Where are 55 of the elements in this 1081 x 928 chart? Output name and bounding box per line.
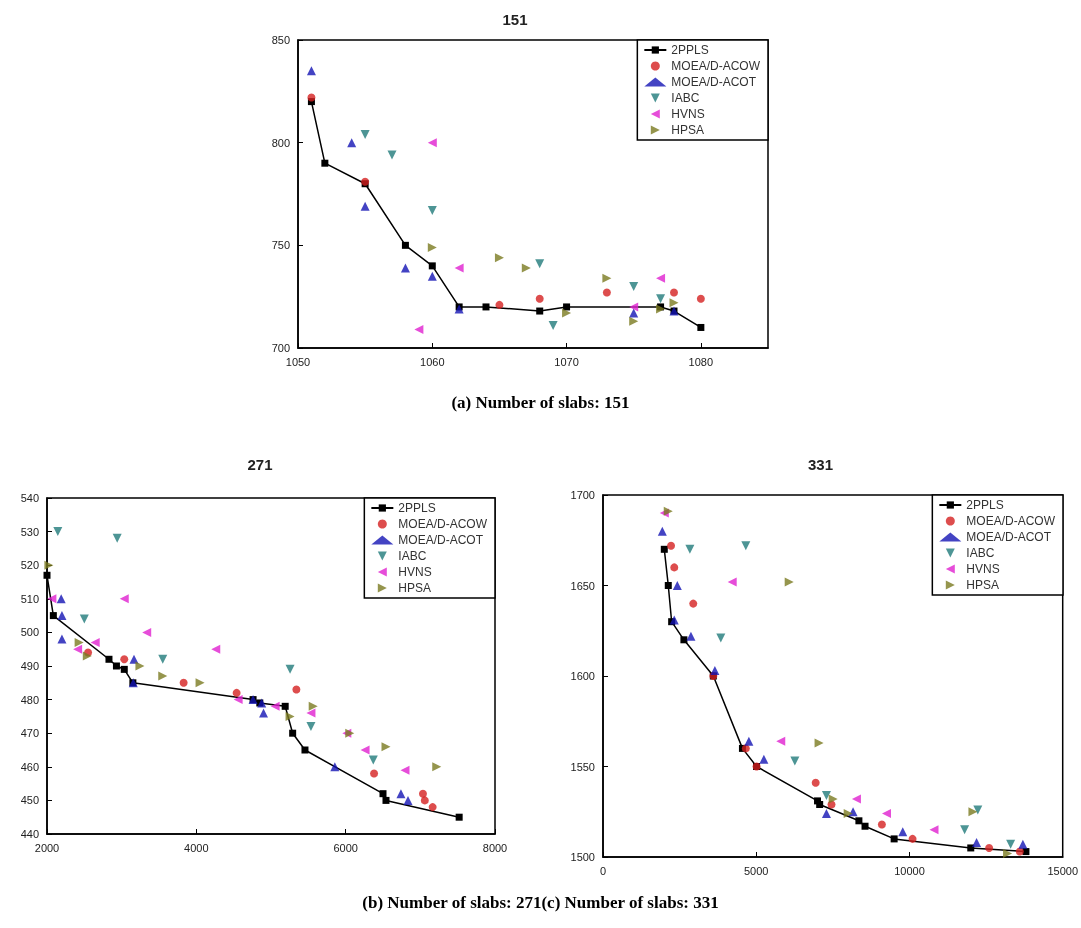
- legend-label: HVNS: [671, 107, 705, 121]
- x-tick-label: 0: [599, 864, 607, 877]
- y-tick-label: 850: [271, 34, 290, 46]
- y-tick-label: 470: [20, 727, 39, 740]
- legend-label: HVNS: [398, 565, 432, 579]
- legend-label: MOEA/D-ACOT: [966, 530, 1052, 544]
- legend-label: MOEA/D-ACOT: [398, 533, 484, 547]
- legend-label: MOEA/D-ACOW: [966, 514, 1056, 528]
- x-tick-label: 1050: [285, 355, 311, 368]
- legend-label: MOEA/D-ACOW: [671, 59, 761, 73]
- legend-label: HPSA: [671, 123, 705, 137]
- legend-label: 2PPLS: [671, 43, 709, 57]
- x-tick-label: 5000: [743, 864, 769, 877]
- legend-label: HPSA: [398, 581, 432, 595]
- text: (b) Number of slabs: 271(c) Number of slabs: 331: [361, 893, 720, 913]
- y-tick-label: 450: [20, 794, 39, 807]
- chart-title: 331: [807, 456, 834, 473]
- y-tick-label: 500: [20, 626, 39, 639]
- x-tick-label: 8000: [482, 841, 508, 854]
- legend-label: HVNS: [966, 562, 1000, 576]
- x-tick-label: 1060: [420, 355, 445, 368]
- x-tick-label: 6000: [333, 841, 358, 854]
- legend-label: IABC: [398, 549, 427, 563]
- x-tick-label: 1080: [688, 355, 714, 368]
- y-tick-label: 490: [20, 660, 39, 672]
- y-tick-label: 520: [20, 559, 39, 572]
- legend-label: 2PPLS: [966, 498, 1004, 512]
- legend-label: MOEA/D-ACOT: [671, 75, 757, 89]
- chart-title: 271: [247, 456, 273, 473]
- y-tick-label: 540: [20, 492, 39, 504]
- legend-label: 2PPLS: [398, 501, 436, 515]
- y-tick-label: 510: [20, 592, 39, 605]
- x-tick-label: 10000: [894, 864, 925, 877]
- y-tick-label: 1700: [570, 489, 595, 501]
- y-tick-label: 460: [20, 760, 39, 773]
- chart-title: 151: [502, 11, 528, 28]
- y-tick-label: 1600: [570, 670, 595, 682]
- y-tick-label: 1550: [570, 760, 595, 773]
- x-tick-label: 1070: [554, 355, 579, 368]
- legend-label: IABC: [671, 91, 700, 105]
- y-tick-label: 530: [20, 525, 39, 538]
- y-tick-label: 1500: [570, 851, 595, 863]
- legend-label: IABC: [966, 546, 995, 560]
- x-tick-label: 2000: [34, 841, 60, 854]
- x-tick-label: 4000: [184, 841, 209, 854]
- y-tick-label: 1650: [570, 579, 595, 592]
- x-tick-label: 15000: [1047, 864, 1078, 877]
- y-tick-label: 480: [20, 693, 39, 706]
- legend-label: MOEA/D-ACOW: [398, 517, 488, 531]
- y-tick-label: 440: [20, 828, 39, 840]
- y-tick-label: 700: [271, 342, 290, 354]
- text: (a) Number of slabs: 151: [450, 393, 631, 413]
- legend-label: HPSA: [966, 578, 1000, 592]
- y-tick-label: 750: [271, 239, 290, 252]
- y-tick-label: 800: [271, 136, 290, 149]
